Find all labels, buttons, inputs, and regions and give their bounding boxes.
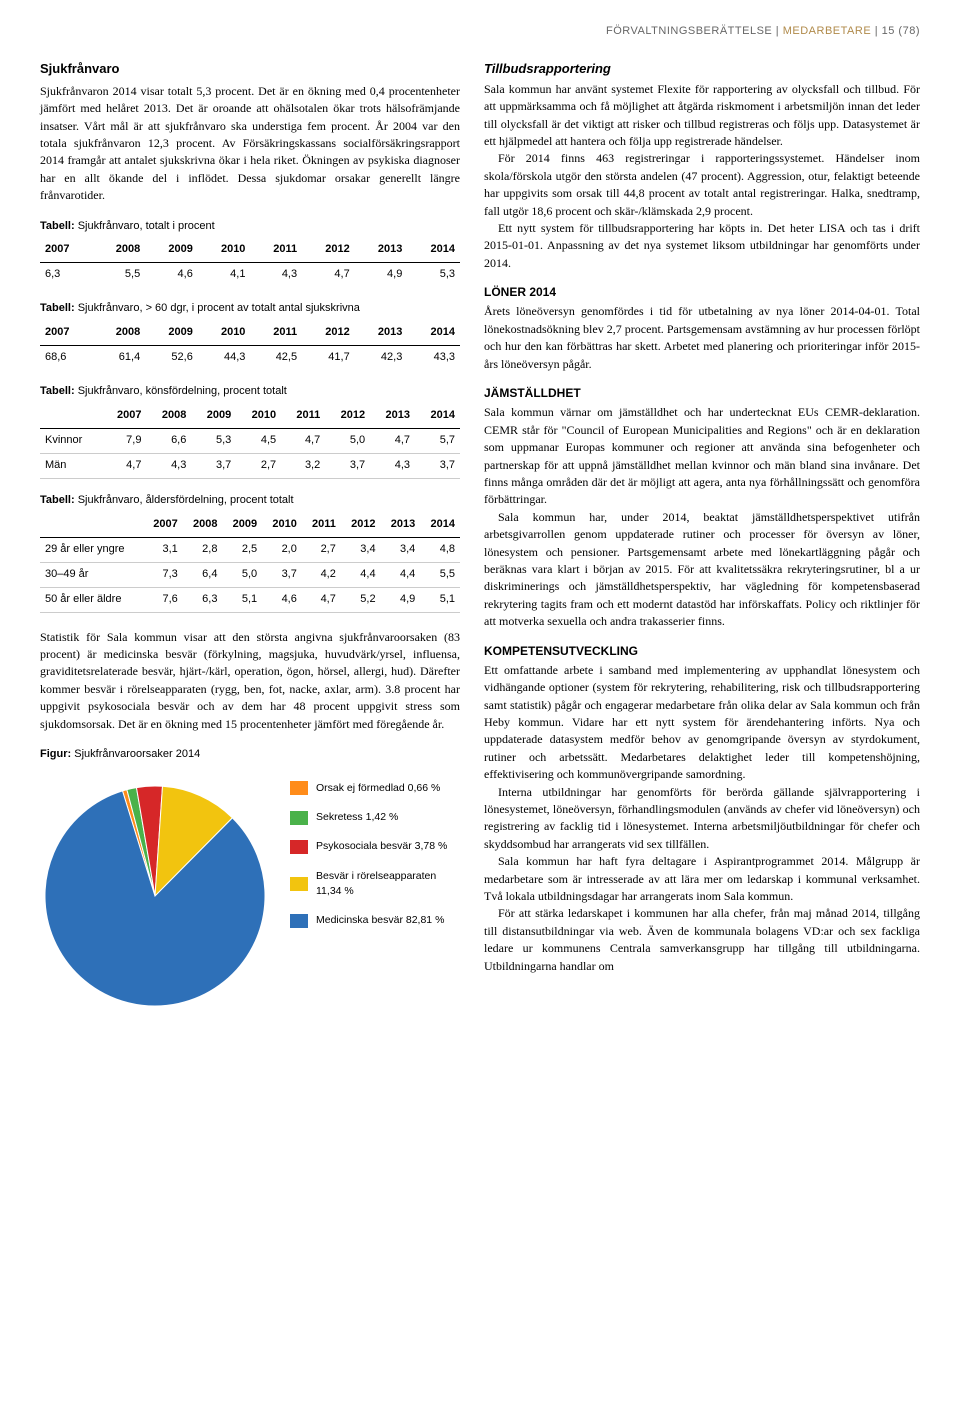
kompetens-p4: För att stärka ledarskapet i kommunen ha… — [484, 905, 920, 975]
sjukfranvaro-p1: Sjukfrånvaron 2014 visar totalt 5,3 proc… — [40, 83, 460, 205]
statistik-p: Statistik för Sala kommun visar att den … — [40, 629, 460, 733]
tillbud-p2: För 2014 finns 463 registreringar i rapp… — [484, 150, 920, 220]
header-page: 15 (78) — [882, 25, 920, 37]
tillbud-p1: Sala kommun har använt systemet Flexite … — [484, 81, 920, 151]
kompetens-p2: Interna utbildningar har genomförts för … — [484, 784, 920, 854]
loner-p1: Årets löneöversyn genomfördes i tid för … — [484, 303, 920, 373]
left-column: Sjukfrånvaro Sjukfrånvaron 2014 visar to… — [40, 60, 460, 1016]
pie-chart — [40, 781, 270, 1016]
header-subsection: MEDARBETARE — [783, 25, 871, 37]
swatch-sekretess-icon — [290, 811, 308, 825]
pie-wrap: Orsak ej förmedlad 0,66 % Sekretess 1,42… — [40, 781, 460, 1016]
jamstalldhet-p2: Sala kommun har, under 2014, beaktat jäm… — [484, 509, 920, 631]
tillbud-p3: Ett nytt system för tillbudsrapportering… — [484, 220, 920, 272]
kompetens-p3: Sala kommun har haft fyra deltagare i As… — [484, 853, 920, 905]
header-section: FÖRVALTNINGSBERÄTTELSE — [606, 25, 772, 37]
tillbud-title: Tillbudsrapportering — [484, 60, 920, 79]
table1-caption: Tabell: Tabell: Sjukfrånvaro, totalt i p… — [40, 219, 460, 235]
kompetens-title: KOMPETENSUTVECKLING — [484, 643, 920, 660]
jamstalldhet-p1: Sala kommun värnar om jämställdhet och h… — [484, 404, 920, 508]
legend-medicinska: Medicinska besvär 82,81 % — [290, 913, 460, 928]
jamstalldhet-title: JÄMSTÄLLDHET — [484, 385, 920, 402]
table2-caption: Tabell: Sjukfrånvaro, > 60 dgr, i procen… — [40, 301, 460, 317]
legend-rorelse: Besvär i rörelseapparaten 11,34 % — [290, 869, 460, 899]
table3-caption: Tabell: Sjukfrånvaro, könsfördelning, pr… — [40, 384, 460, 400]
swatch-orsak-ej-icon — [290, 781, 308, 795]
main-columns: Sjukfrånvaro Sjukfrånvaron 2014 visar to… — [40, 60, 920, 1016]
page-header: FÖRVALTNINGSBERÄTTELSE | MEDARBETARE | 1… — [40, 24, 920, 40]
table-age: 20072008200920102011201220132014 29 år e… — [40, 513, 460, 613]
swatch-medicinska-icon — [290, 914, 308, 928]
legend-label: Sekretess 1,42 % — [316, 810, 398, 825]
swatch-psyko-icon — [290, 840, 308, 854]
legend-sekretess: Sekretess 1,42 % — [290, 810, 460, 825]
legend-orsak-ej: Orsak ej förmedlad 0,66 % — [290, 781, 460, 796]
legend-label: Psykosociala besvär 3,78 % — [316, 839, 447, 854]
table4-caption: Tabell: Sjukfrånvaro, åldersfördelning, … — [40, 493, 460, 509]
table-gender: 20072008200920102011201220132014 Kvinnor… — [40, 404, 460, 479]
loner-title: LÖNER 2014 — [484, 284, 920, 301]
figure-caption: Figur: Sjukfrånvaroorsaker 2014 — [40, 747, 460, 763]
table-60dgr: 20072008200920102011201220132014 68,661,… — [40, 321, 460, 370]
legend-label: Medicinska besvär 82,81 % — [316, 913, 444, 928]
table-total: 20072008200920102011201220132014 6,35,54… — [40, 238, 460, 287]
legend-label: Orsak ej förmedlad 0,66 % — [316, 781, 440, 796]
pie-legend: Orsak ej förmedlad 0,66 % Sekretess 1,42… — [290, 781, 460, 942]
sjukfranvaro-title: Sjukfrånvaro — [40, 60, 460, 79]
legend-psyko: Psykosociala besvär 3,78 % — [290, 839, 460, 854]
legend-label: Besvär i rörelseapparaten 11,34 % — [316, 869, 460, 899]
kompetens-p1: Ett omfattande arbete i samband med impl… — [484, 662, 920, 784]
swatch-rorelse-icon — [290, 877, 308, 891]
right-column: Tillbudsrapportering Sala kommun har anv… — [484, 60, 920, 1016]
